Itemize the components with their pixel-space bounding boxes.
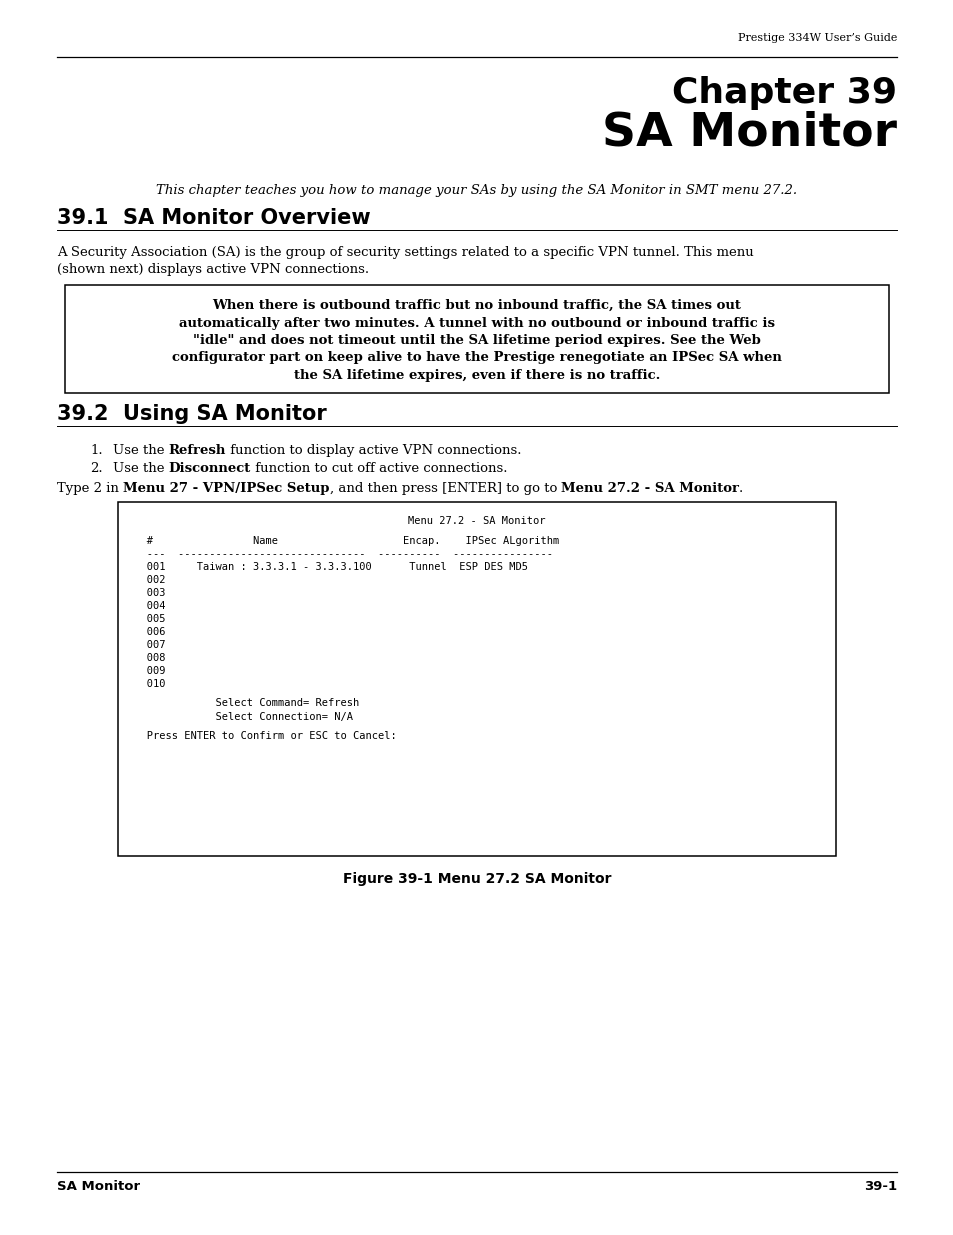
Text: Chapter 39: Chapter 39 (671, 77, 896, 110)
Text: SA Monitor: SA Monitor (57, 1179, 140, 1193)
Text: 1.: 1. (90, 445, 103, 457)
Text: 002: 002 (128, 576, 165, 585)
Text: 39.2  Using SA Monitor: 39.2 Using SA Monitor (57, 404, 327, 424)
Bar (65, 285, 888, 393)
Text: function to cut off active connections.: function to cut off active connections. (251, 462, 507, 475)
Text: Prestige 334W User’s Guide: Prestige 334W User’s Guide (737, 33, 896, 43)
Text: Select Command= Refresh: Select Command= Refresh (128, 698, 359, 708)
Text: SA Monitor: SA Monitor (601, 110, 896, 156)
Text: automatically after two minutes. A tunnel with no outbound or inbound traffic is: automatically after two minutes. A tunne… (179, 316, 774, 330)
Text: .: . (739, 482, 742, 495)
Text: Disconnect: Disconnect (169, 462, 251, 475)
Text: Menu 27 - VPN/IPSec Setup: Menu 27 - VPN/IPSec Setup (123, 482, 330, 495)
Text: Type 2 in: Type 2 in (57, 482, 123, 495)
Text: This chapter teaches you how to manage your SAs by using the SA Monitor in SMT m: This chapter teaches you how to manage y… (156, 184, 797, 198)
Text: Menu 27.2 - SA Monitor: Menu 27.2 - SA Monitor (408, 516, 545, 526)
Text: 39.1  SA Monitor Overview: 39.1 SA Monitor Overview (57, 207, 370, 228)
Text: 010: 010 (128, 679, 165, 689)
Text: 004: 004 (128, 601, 165, 611)
Text: Use the: Use the (112, 462, 169, 475)
Text: 007: 007 (128, 640, 165, 650)
Text: Press ENTER to Confirm or ESC to Cancel:: Press ENTER to Confirm or ESC to Cancel: (128, 731, 396, 741)
Text: "idle" and does not timeout until the SA lifetime period expires. See the Web: "idle" and does not timeout until the SA… (193, 333, 760, 347)
Text: function to display active VPN connections.: function to display active VPN connectio… (226, 445, 521, 457)
Text: , and then press [ENTER] to go to: , and then press [ENTER] to go to (330, 482, 560, 495)
Text: #                Name                    Encap.    IPSec ALgorithm: # Name Encap. IPSec ALgorithm (128, 536, 558, 546)
Text: 2.: 2. (90, 462, 103, 475)
Text: 009: 009 (128, 666, 165, 676)
Text: Refresh: Refresh (169, 445, 226, 457)
Text: 005: 005 (128, 614, 165, 624)
Text: 39-1: 39-1 (863, 1179, 896, 1193)
Text: Use the: Use the (112, 445, 169, 457)
Text: Select Connection= N/A: Select Connection= N/A (128, 713, 353, 722)
Bar (118, 501, 835, 856)
Text: ---  ------------------------------  ----------  ----------------: --- ------------------------------ -----… (128, 550, 553, 559)
Text: 008: 008 (128, 653, 165, 663)
Text: 003: 003 (128, 588, 165, 598)
Text: configurator part on keep alive to have the Prestige renegotiate an IPSec SA whe: configurator part on keep alive to have … (172, 352, 781, 364)
Text: 001     Taiwan : 3.3.3.1 - 3.3.3.100      Tunnel  ESP DES MD5: 001 Taiwan : 3.3.3.1 - 3.3.3.100 Tunnel … (128, 562, 527, 572)
Text: A Security Association (SA) is the group of security settings related to a speci: A Security Association (SA) is the group… (57, 246, 753, 259)
Text: 006: 006 (128, 627, 165, 637)
Text: Menu 27.2 - SA Monitor: Menu 27.2 - SA Monitor (560, 482, 739, 495)
Text: the SA lifetime expires, even if there is no traffic.: the SA lifetime expires, even if there i… (294, 369, 659, 382)
Text: Figure 39-1 Menu 27.2 SA Monitor: Figure 39-1 Menu 27.2 SA Monitor (342, 872, 611, 885)
Text: (shown next) displays active VPN connections.: (shown next) displays active VPN connect… (57, 263, 369, 275)
Text: When there is outbound traffic but no inbound traffic, the SA times out: When there is outbound traffic but no in… (213, 299, 740, 312)
